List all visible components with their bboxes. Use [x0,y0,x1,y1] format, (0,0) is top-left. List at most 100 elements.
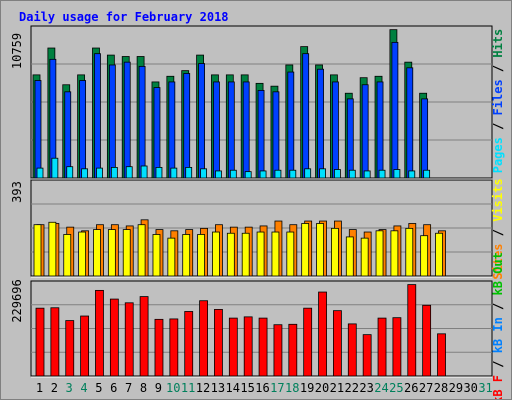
kbf-bar [437,333,446,377]
x-label-day: 31 [478,381,492,395]
files-bar [34,80,42,179]
files-bar [108,64,116,179]
kbf-bar [65,320,75,377]
kbf-bar [169,318,179,377]
visits-bar [107,229,116,277]
visits-bar [33,224,42,277]
x-label-day: 27 [419,381,433,395]
legend-part: / [491,353,505,375]
files-bar [64,91,72,179]
files-bar [287,71,295,179]
x-label-day: 21 [330,381,344,395]
legend-part: Hits [491,29,505,58]
pages-bar [215,170,222,179]
x-label-day: 3 [66,381,73,395]
legend-part: / [491,295,505,317]
pages-bar [348,169,356,179]
files-bar [257,90,265,179]
pages-bar [378,169,386,179]
x-label-day: 4 [80,381,87,395]
kbf-bar [35,307,45,377]
pages-bar [81,168,89,179]
visits-bar [212,231,220,277]
files-bar [123,61,131,179]
legend-part: Sites [491,243,505,279]
kbf-bar [228,317,238,377]
files-bar [79,80,87,179]
pages-bar [96,167,103,179]
pages-bar [185,167,193,179]
visits-bar [93,229,101,277]
kbf-bar [347,323,357,377]
kbf-bar [80,315,90,377]
legend-part: kB F [491,375,505,399]
pages-bar [140,165,148,179]
x-label-day: 26 [404,381,418,395]
x-label-day: 20 [315,381,329,395]
visits-bar [360,237,369,277]
y-axis-labels: 10759 393 229696 [10,33,24,323]
kbf-bar [139,296,149,377]
files-bar [376,81,384,179]
kbf-bar [288,323,298,377]
x-label-day: 10 [166,381,180,395]
kbf-bar [124,302,134,377]
x-label-day: 8 [140,381,147,395]
visits-bar [167,237,176,277]
pages-bar [274,169,282,179]
pages-bar [393,169,401,179]
x-label-day: 25 [389,381,403,395]
x-label-day: 23 [359,381,373,395]
files-bar [138,65,146,179]
pages-bar [36,167,44,179]
kbf-bar [407,284,417,377]
visits-bar [78,231,87,277]
files-bar [227,81,235,179]
visits-bar [48,221,57,277]
files-bar [168,81,176,179]
visits-bar [63,234,72,277]
x-label-day: 14 [226,381,240,395]
visits-bar [122,229,131,277]
visits-bar [331,227,339,277]
chart-title: Daily usage for February 2018 [19,10,229,24]
visits-bar [405,227,414,277]
legend-part: kB Out [491,252,505,295]
visits-bar [197,234,205,277]
x-label-day: 7 [125,381,132,395]
x-label-day: 6 [110,381,117,395]
kbf-bar [95,289,104,377]
x-label-day: 18 [285,381,299,395]
x-label-day: 2 [51,381,58,395]
pages-bar [334,169,341,179]
visits-bar [241,232,250,277]
kbf-bar [422,304,432,377]
x-label-day: 1 [36,381,43,395]
bars [32,29,446,377]
x-label-day: 19 [300,381,314,395]
pages-bar [51,157,59,179]
kbf-bar [258,317,268,377]
ymax-kb-label: 229696 [10,279,24,322]
visits-bar [271,231,280,277]
legend-part: / [491,58,505,80]
visits-bar [420,235,429,277]
files-bar [346,98,354,179]
legend-sites-visits: Sites / Visits [491,178,505,279]
pages-bar [304,168,312,179]
kbf-bar [377,317,387,377]
x-label-day: 30 [463,381,477,395]
ymax-sites-label: 393 [10,181,24,203]
files-bar [183,73,191,179]
files-bar [421,98,429,179]
visits-bar [182,234,191,277]
pages-bar [244,171,252,179]
pages-bar [229,169,237,179]
x-label-day: 16 [255,381,269,395]
kbf-bar [318,291,327,377]
files-bar [242,81,250,179]
kbf-bar [243,316,253,377]
files-bar [391,41,399,179]
legend-part: kB In [491,317,505,353]
legend-part: Pages [491,137,505,173]
